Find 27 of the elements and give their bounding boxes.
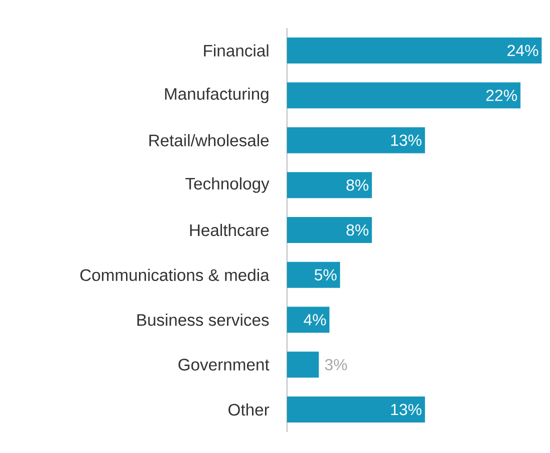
y-tick-label: Retail/wholesale xyxy=(149,134,269,146)
data-label: 4% xyxy=(304,314,326,326)
bar xyxy=(287,127,425,154)
bar xyxy=(287,306,330,333)
bar xyxy=(287,37,542,64)
bar xyxy=(287,262,340,288)
data-label: 24% xyxy=(508,44,538,56)
y-tick-label: Manufacturing xyxy=(165,88,268,104)
y-tick-label: Government xyxy=(178,358,270,371)
bar xyxy=(287,82,520,108)
y-tick-label: Healthcare xyxy=(190,224,269,236)
data-label: 13% xyxy=(391,404,422,416)
y-tick-label: Other xyxy=(228,403,270,416)
data-label: 13% xyxy=(391,134,422,146)
y-tick-label: Financial xyxy=(204,44,268,57)
data-label: 22% xyxy=(486,90,517,101)
y-tick-label: Business services xyxy=(137,314,269,326)
bar xyxy=(287,396,425,423)
bar xyxy=(287,217,372,243)
data-label: 8% xyxy=(346,224,368,236)
y-tick-label: Communications & media xyxy=(80,268,270,282)
bar xyxy=(287,352,319,378)
data-label: 3% xyxy=(325,359,347,370)
data-label: 5% xyxy=(314,269,337,281)
data-label: 8% xyxy=(346,179,368,191)
bar xyxy=(287,172,372,198)
y-tick-label: Technology xyxy=(185,177,270,193)
